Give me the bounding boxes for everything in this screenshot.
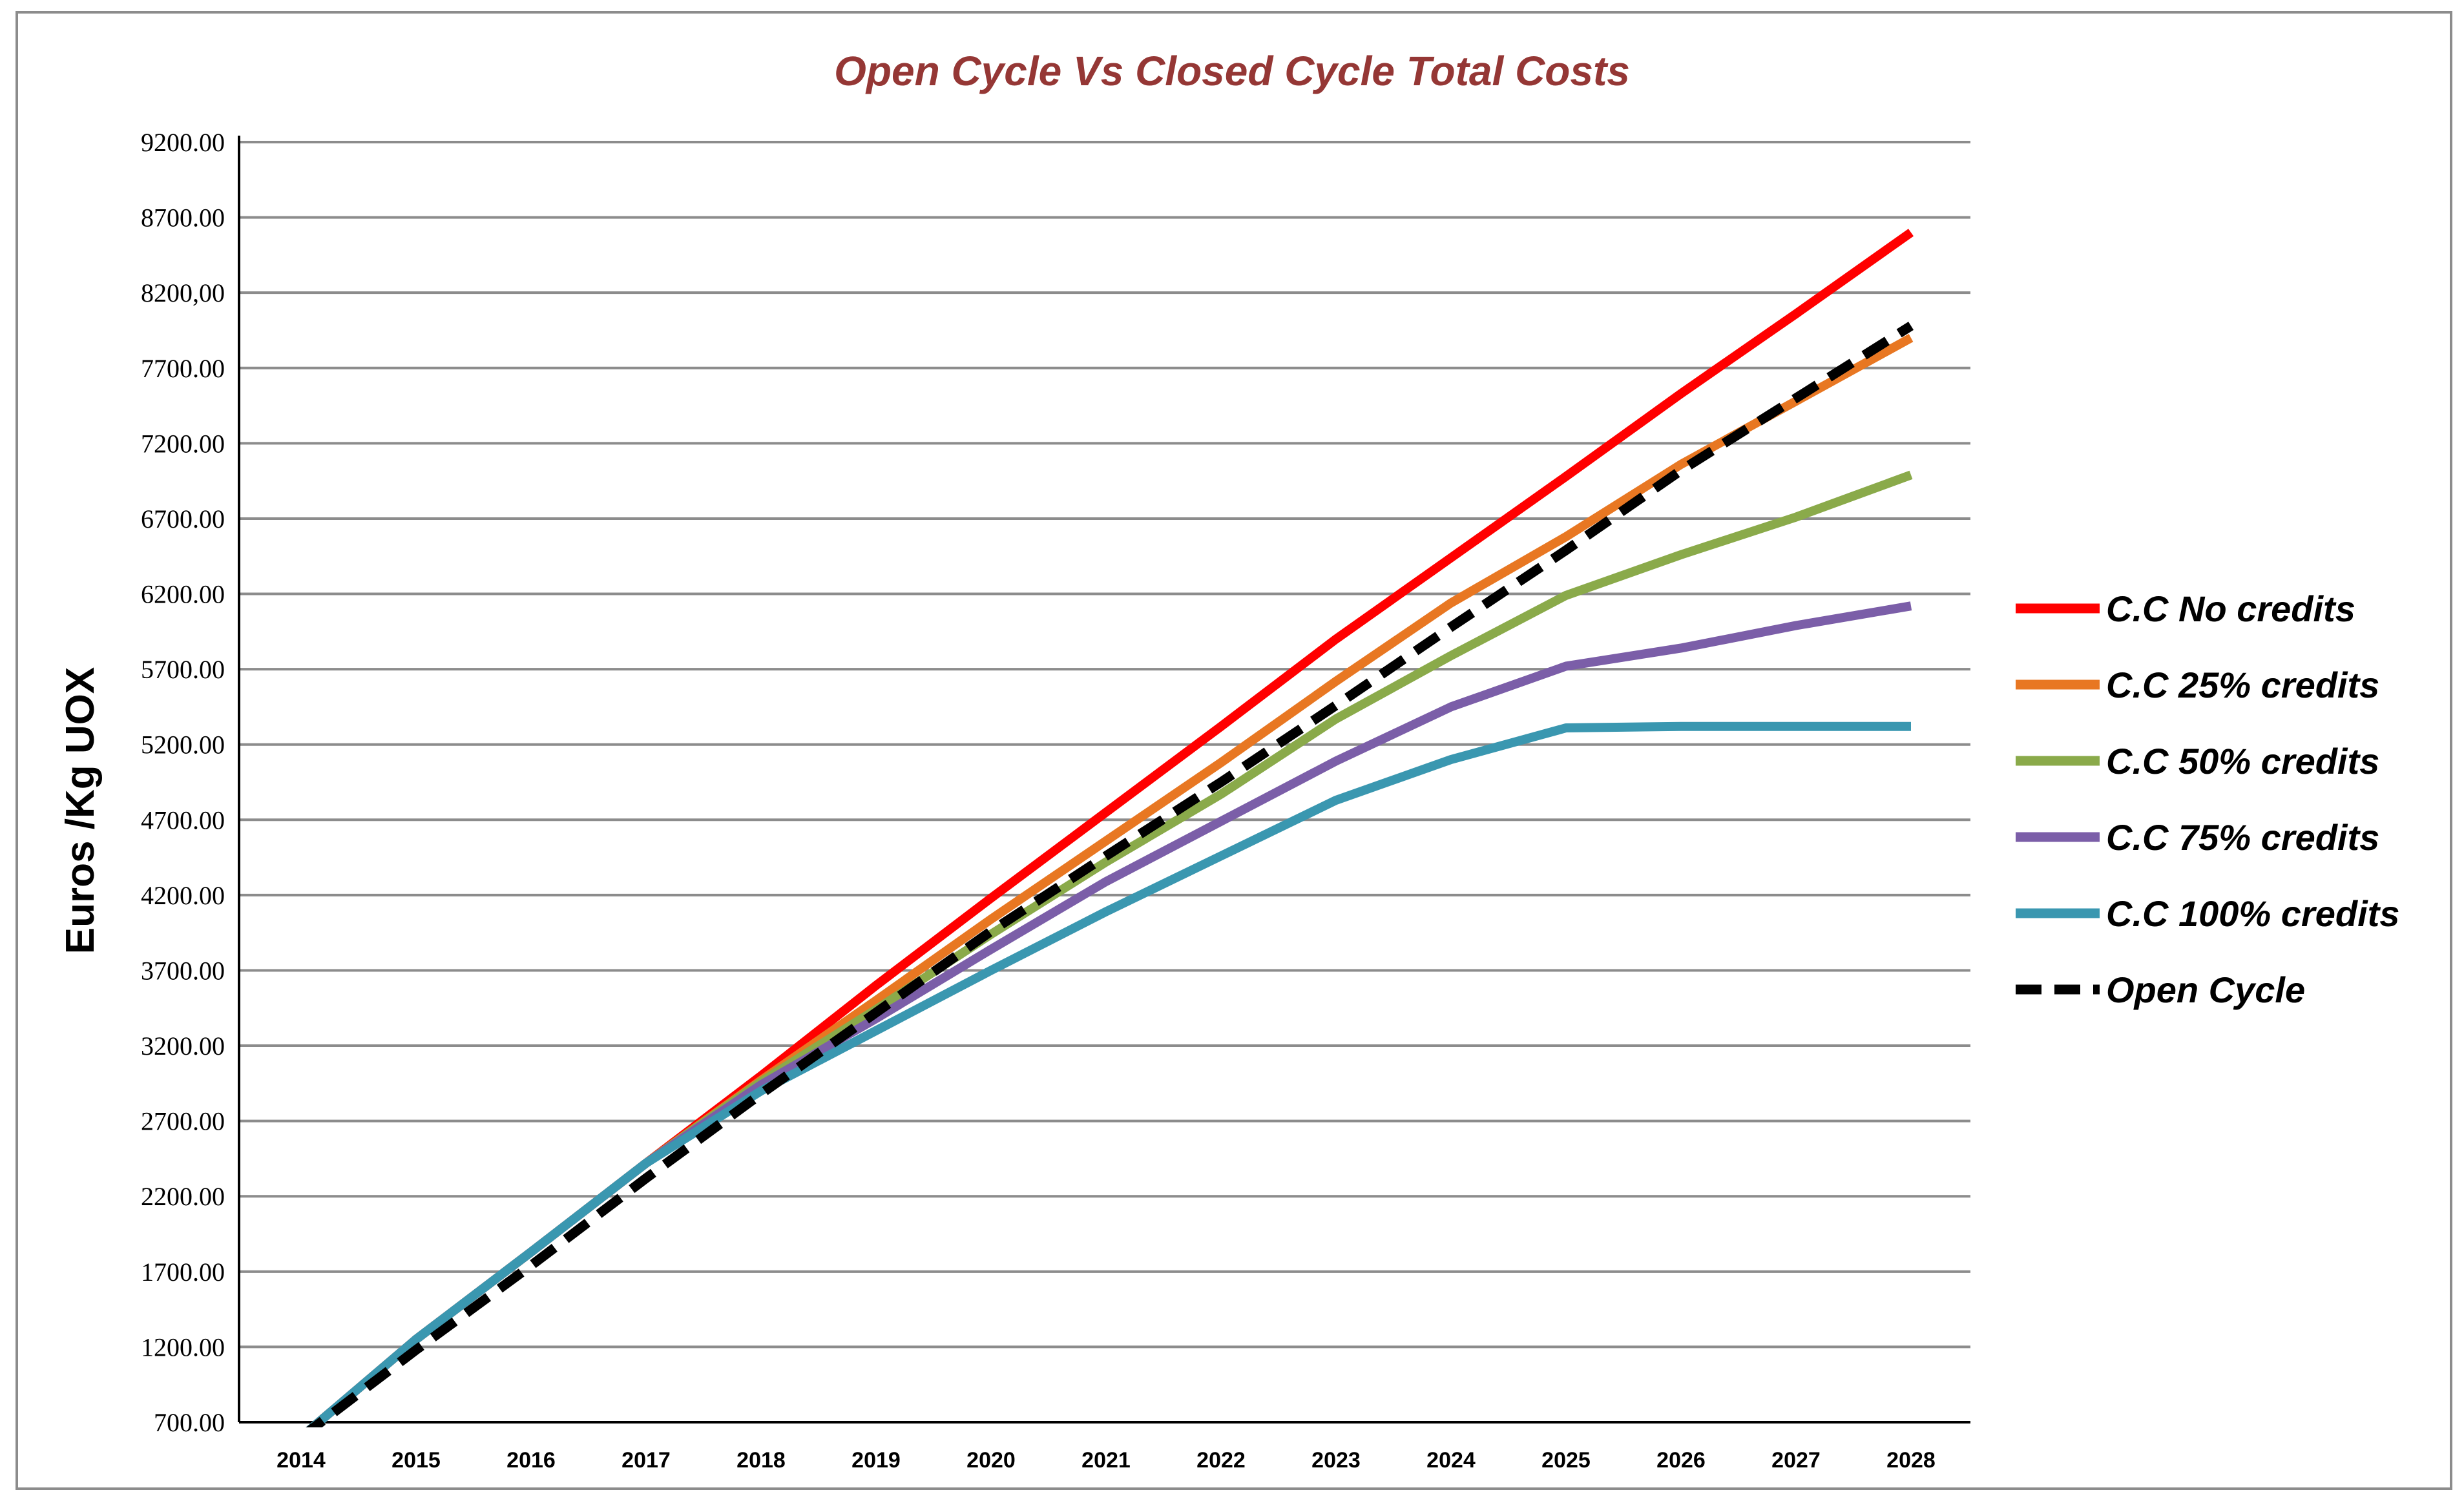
legend-label: C.C No credits — [2106, 588, 2355, 629]
y-tick-label: 1200.00 — [141, 1332, 225, 1361]
x-tick-label: 2017 — [621, 1448, 671, 1473]
legend-label: Open Cycle — [2106, 969, 2305, 1010]
y-axis-ticks: 700.00 1200.00 1700.00 2200.00 2700.00 3200.0… — [141, 128, 225, 1437]
x-tick-label: 2020 — [966, 1448, 1016, 1473]
y-axis-label: Euros /Kg UOX — [58, 667, 103, 954]
x-tick-label: 2024 — [1426, 1448, 1476, 1473]
y-tick-label: 5200.00 — [141, 730, 225, 760]
y-tick-label: 2700.00 — [141, 1107, 225, 1136]
y-tick-label: 9200.00 — [141, 128, 225, 157]
x-tick-label: 2015 — [392, 1448, 441, 1473]
legend-label: C.C 100% credits — [2106, 893, 2399, 934]
y-tick-label: 6700.00 — [141, 504, 225, 533]
series-line-c-c-50-credits — [306, 470, 1913, 1427]
y-tick-label: 4200.00 — [141, 881, 225, 910]
chart-title: Open Cycle Vs Closed Cycle Total Costs — [834, 48, 1630, 94]
y-tick-label: 6200.00 — [141, 580, 225, 609]
x-tick-label: 2014 — [277, 1448, 326, 1473]
y-tick-label: 4700.00 — [141, 805, 225, 834]
x-tick-label: 2023 — [1311, 1448, 1361, 1473]
x-tick-label: 2019 — [851, 1448, 901, 1473]
legend-label: C.C 75% credits — [2106, 817, 2379, 858]
x-tick-label: 2027 — [1771, 1448, 1821, 1473]
y-tick-label: 3700.00 — [141, 956, 225, 985]
y-tick-label: 700.00 — [154, 1408, 225, 1437]
y-tick-label: 8700.00 — [141, 203, 225, 233]
axes — [238, 136, 1970, 1423]
y-tick-label: 5700.00 — [141, 655, 225, 684]
x-tick-label: 2026 — [1656, 1448, 1706, 1473]
series-lines — [306, 229, 1914, 1427]
y-tick-label: 1700.00 — [141, 1258, 225, 1287]
legend-label: C.C 50% credits — [2106, 741, 2379, 782]
series-line-c-c-100-credits — [306, 721, 1911, 1427]
y-tick-label: 7200.00 — [141, 429, 225, 458]
x-tick-label: 2016 — [506, 1448, 556, 1473]
x-tick-label: 2022 — [1196, 1448, 1246, 1473]
x-tick-label: 2025 — [1541, 1448, 1591, 1473]
gridlines — [239, 141, 1970, 1423]
y-tick-label: 3200.00 — [141, 1031, 225, 1061]
y-tick-label: 8200,00 — [141, 278, 225, 307]
legend-label: C.C 25% credits — [2106, 665, 2379, 705]
x-tick-label: 2028 — [1886, 1448, 1936, 1473]
y-tick-label: 7700.00 — [141, 354, 225, 383]
y-tick-label: 2200.00 — [141, 1182, 225, 1211]
x-axis-ticks: 2014 2015 2016 2017 2018 2019 2020 2021 2022 2023… — [277, 1448, 1936, 1473]
x-tick-label: 2021 — [1081, 1448, 1131, 1473]
legend: C.C No credits C.C 25% credits C.C 50% cre… — [2016, 588, 2399, 1010]
x-tick-label: 2018 — [736, 1448, 786, 1473]
